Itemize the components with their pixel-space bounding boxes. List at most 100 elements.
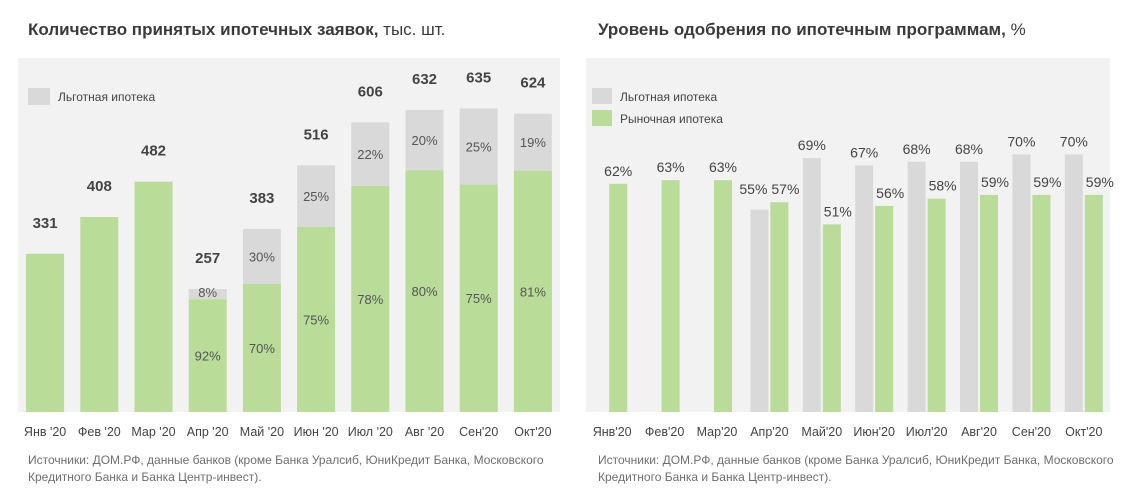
legend-swatch — [592, 110, 612, 126]
x-tick-label: Апр'20 — [750, 425, 788, 439]
bar-segment-market — [188, 299, 227, 412]
bar-preferential — [1064, 154, 1083, 412]
value-label: 70% — [1060, 133, 1088, 149]
x-tick-label: Мар'20 — [697, 425, 738, 439]
total-label: 482 — [141, 143, 166, 160]
bar-segment-market — [297, 227, 336, 412]
x-tick-label: Мар '20 — [131, 425, 175, 439]
segment-label: 70% — [249, 341, 275, 356]
segment-label: 75% — [303, 313, 329, 328]
segment-label: 20% — [411, 133, 437, 148]
chart-title: Количество принятых ипотечных заявок, ты… — [28, 20, 445, 40]
bar-preferential — [855, 165, 874, 412]
total-label: 606 — [358, 83, 383, 100]
bar-preferential — [750, 209, 769, 412]
segment-label: 25% — [303, 189, 329, 204]
x-tick-label: Май'20 — [801, 425, 842, 439]
bar-segment-preferential — [405, 109, 444, 171]
chart-title-text: Количество принятых ипотечных заявок, — [28, 20, 379, 39]
segment-label: 92% — [195, 349, 221, 364]
bar-segment-market — [513, 170, 552, 412]
total-label: 257 — [195, 250, 220, 267]
total-label: 632 — [412, 71, 437, 88]
bar-preferential — [802, 158, 821, 412]
total-label: 383 — [249, 190, 274, 207]
bar-preferential — [1012, 154, 1031, 412]
value-label: 58% — [929, 178, 957, 194]
x-tick-label: Июн '20 — [294, 425, 339, 439]
x-tick-label: Окт'20 — [1065, 425, 1102, 439]
value-label: 62% — [604, 163, 632, 179]
bar-segment-preferential — [242, 228, 281, 284]
chart-title: Уровень одобрения по ипотечным программа… — [598, 20, 1026, 40]
legend-swatch — [28, 88, 50, 105]
legend-label: Рыночная ипотека — [620, 112, 723, 126]
x-tick-label: Окт'20 — [514, 425, 551, 439]
value-label: 59% — [1086, 174, 1114, 190]
bar-market — [609, 183, 628, 412]
chart-title-text: Уровень одобрения по ипотечным программа… — [598, 20, 1006, 39]
bar-segment-market — [459, 184, 498, 412]
bar-segment-preferential — [188, 289, 227, 300]
bar-segment-market — [351, 185, 390, 412]
bar-market — [875, 205, 894, 412]
x-tick-label: Авг '20 — [405, 425, 444, 439]
bar-segment-market — [242, 283, 281, 412]
bar-market — [822, 224, 841, 412]
segment-label: 30% — [249, 249, 275, 264]
segment-label: 75% — [466, 291, 492, 306]
bar-segment-preferential — [513, 113, 552, 171]
grouped-bar-chart: 62% Янв'20 63% Фев'20 63% Мар'20 55% 57% Апр'20 6… — [586, 58, 1114, 439]
x-tick-label: Фев '20 — [78, 425, 121, 439]
total-label: 331 — [33, 215, 58, 232]
bar-segment-preferential — [297, 165, 336, 228]
legend-swatch — [592, 88, 612, 104]
x-tick-label: Май '20 — [240, 425, 284, 439]
value-label: 59% — [981, 174, 1009, 190]
x-tick-label: Сен'20 — [1012, 425, 1051, 439]
value-label: 63% — [657, 159, 685, 175]
chart-panel-applications: Количество принятых ипотечных заявок, ты… — [18, 20, 560, 484]
bar-market — [980, 194, 998, 412]
bar-segment-preferential — [351, 122, 390, 186]
value-label: 63% — [709, 159, 737, 175]
x-tick-label: Июл'20 — [906, 425, 948, 439]
total-label: 624 — [520, 75, 546, 92]
segment-label: 8% — [198, 285, 217, 300]
bar-segment-market — [26, 253, 65, 412]
value-label: 51% — [824, 203, 852, 219]
x-tick-label: Июн'20 — [853, 425, 895, 439]
legend-label: Льготная ипотека — [620, 90, 717, 104]
value-label: 59% — [1033, 174, 1061, 190]
bar-segment-market — [80, 216, 119, 412]
segment-label: 19% — [520, 135, 546, 150]
value-label: 68% — [955, 141, 983, 157]
x-tick-label: Фев'20 — [645, 425, 684, 439]
chart-title-unit: % — [1010, 20, 1026, 39]
value-label: 69% — [798, 137, 826, 153]
x-tick-label: Янв '20 — [24, 425, 66, 439]
bar-market — [661, 180, 680, 412]
total-label: 408 — [87, 178, 112, 195]
segment-label: 81% — [520, 284, 546, 299]
bar-segment-market — [134, 181, 173, 412]
segment-label: 25% — [466, 139, 492, 154]
bar-preferential — [907, 161, 926, 412]
x-tick-label: Сен'20 — [459, 425, 498, 439]
bar-market — [714, 180, 732, 412]
value-label: 55% — [739, 181, 767, 197]
stacked-bar-chart: 331 Янв '20 408 Фев '20 482 Мар '20 8% 92% 257 Ап… — [18, 58, 560, 439]
x-tick-label: Янв'20 — [593, 425, 632, 439]
bar-market — [770, 202, 789, 412]
chart-title-unit: тыс. шт. — [383, 20, 446, 39]
chart-source: Источники: ДОМ.РФ, данные банков (кроме … — [598, 453, 1114, 484]
value-label: 70% — [1007, 133, 1035, 149]
x-tick-label: Июл '20 — [348, 425, 393, 439]
total-label: 635 — [466, 69, 491, 86]
segment-label: 22% — [357, 147, 383, 162]
bar-segment-preferential — [459, 108, 498, 185]
segment-label: 80% — [411, 284, 437, 299]
value-label: 56% — [876, 185, 904, 201]
bar-market — [1032, 194, 1051, 412]
total-label: 516 — [304, 126, 329, 143]
